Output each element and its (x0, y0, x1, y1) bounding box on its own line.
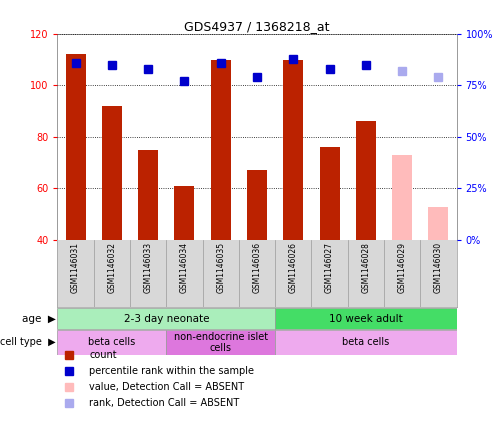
Title: GDS4937 / 1368218_at: GDS4937 / 1368218_at (184, 20, 330, 33)
Text: rank, Detection Call = ABSENT: rank, Detection Call = ABSENT (89, 398, 240, 408)
Text: age  ▶: age ▶ (21, 313, 55, 324)
Bar (102, 106, 122, 240)
Bar (275, 308, 457, 329)
Text: GSM1146026: GSM1146026 (289, 242, 298, 293)
Text: GSM1146033: GSM1146033 (144, 242, 153, 293)
Text: GSM1146027: GSM1146027 (325, 242, 334, 293)
Text: 10 week adult: 10 week adult (329, 313, 403, 324)
Text: value, Detection Call = ABSENT: value, Detection Call = ABSENT (89, 382, 245, 392)
Text: GSM1146030: GSM1146030 (434, 242, 443, 293)
Text: beta cells: beta cells (342, 338, 390, 347)
Text: count: count (89, 350, 117, 360)
Bar (319, 147, 339, 240)
Text: 2-3 day neonate: 2-3 day neonate (124, 313, 209, 324)
Bar (65, 55, 85, 240)
Bar (166, 330, 275, 354)
Text: percentile rank within the sample: percentile rank within the sample (89, 366, 254, 376)
Bar (138, 150, 158, 240)
Bar (175, 186, 195, 240)
Bar (57, 308, 275, 329)
Bar (211, 60, 231, 240)
Text: GSM1146035: GSM1146035 (216, 242, 225, 293)
Bar (392, 155, 412, 240)
Bar (283, 60, 303, 240)
Text: GSM1146028: GSM1146028 (361, 242, 370, 293)
Text: GSM1146029: GSM1146029 (398, 242, 407, 293)
Text: GSM1146031: GSM1146031 (71, 242, 80, 293)
Bar (247, 170, 267, 240)
Text: non-endocrine islet
cells: non-endocrine islet cells (174, 332, 268, 353)
Bar (57, 330, 166, 354)
Bar (429, 206, 449, 240)
Text: cell type  ▶: cell type ▶ (0, 338, 55, 347)
Bar (356, 121, 376, 240)
Bar (275, 330, 457, 354)
Text: beta cells: beta cells (88, 338, 135, 347)
Text: GSM1146034: GSM1146034 (180, 242, 189, 293)
Text: GSM1146032: GSM1146032 (107, 242, 116, 293)
Text: GSM1146036: GSM1146036 (252, 242, 261, 293)
